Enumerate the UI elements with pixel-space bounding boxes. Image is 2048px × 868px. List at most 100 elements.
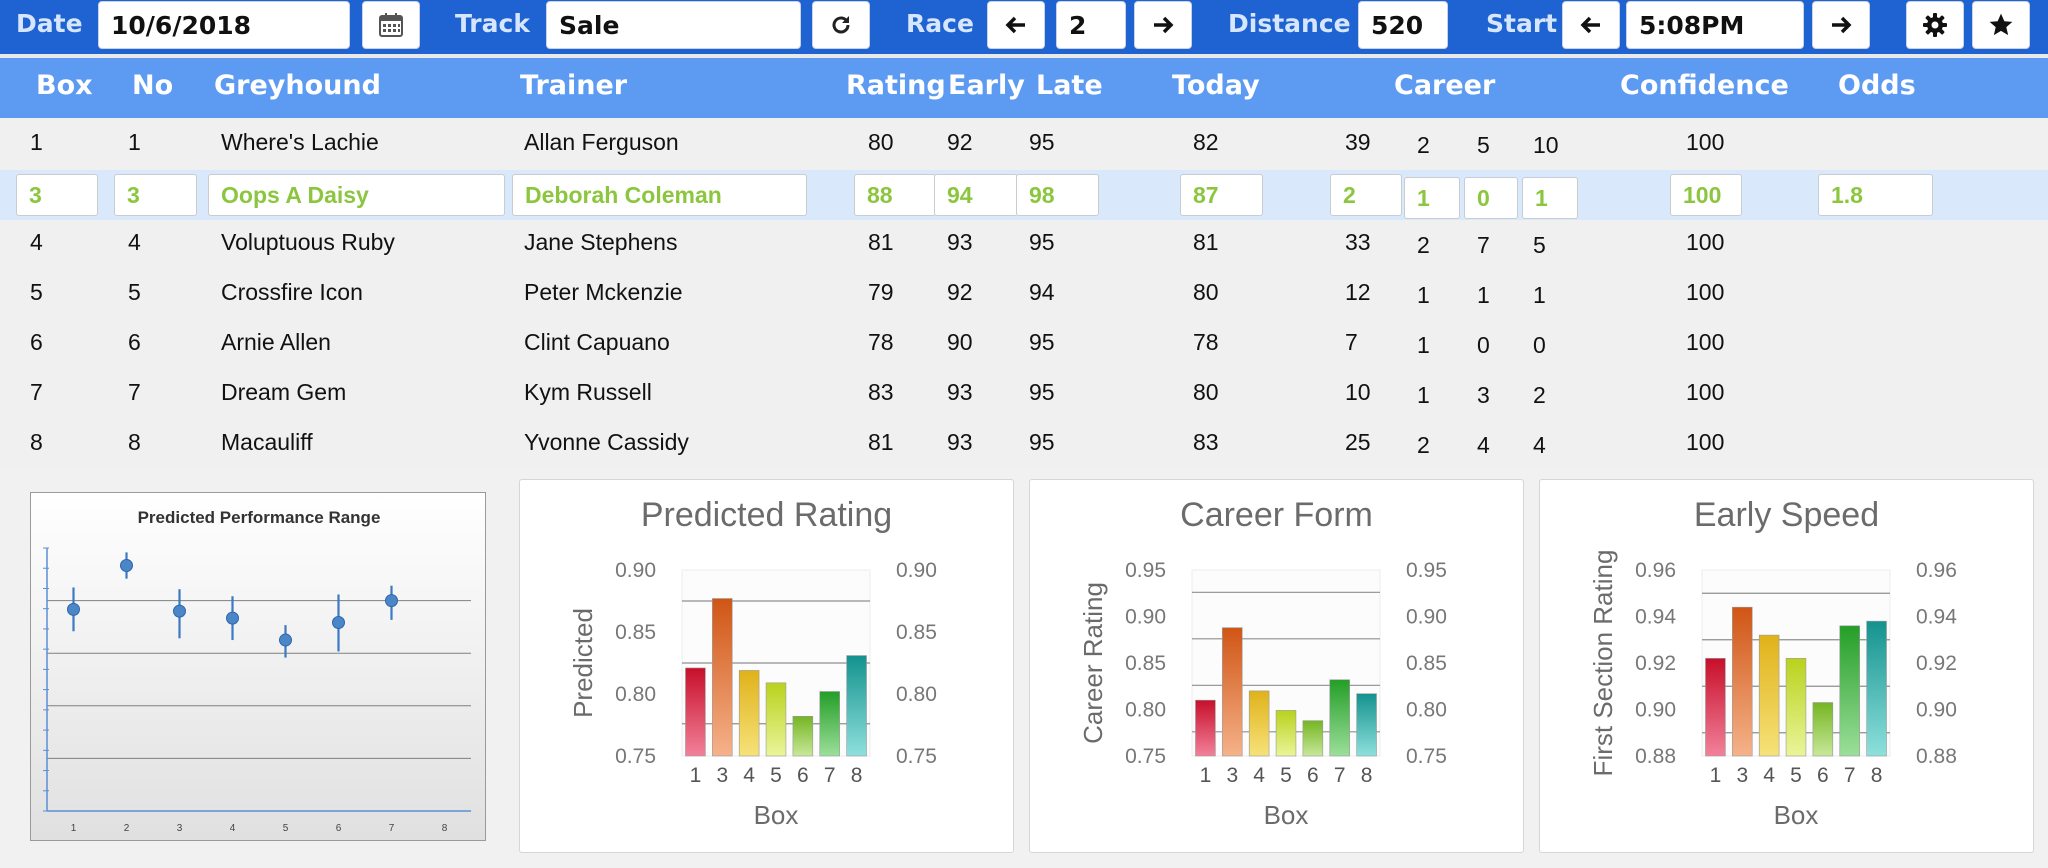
late-field[interactable]: 98 bbox=[1016, 174, 1099, 216]
career-starts-cell: 12 bbox=[1345, 279, 1371, 305]
box-cell: 1 bbox=[30, 129, 43, 155]
bar bbox=[1195, 699, 1216, 757]
refresh-button[interactable] bbox=[812, 1, 870, 49]
data-point bbox=[67, 602, 80, 616]
column-header-greyhound[interactable]: Greyhound bbox=[214, 70, 381, 101]
late-cell: 95 bbox=[1029, 429, 1055, 455]
column-header-no[interactable]: No bbox=[132, 70, 174, 101]
bar bbox=[1812, 702, 1834, 757]
date-label: Date bbox=[16, 9, 83, 38]
refresh-icon bbox=[832, 16, 850, 34]
late-cell: 95 bbox=[1029, 379, 1055, 405]
y-tick-label: 0.90 bbox=[1125, 606, 1166, 629]
table-row[interactable]: 8 8 Macauliff Yvonne Cassidy 81 93 95 83… bbox=[0, 420, 2048, 470]
y-tick-label: 0.90 bbox=[615, 559, 656, 582]
career-wins-cell: 1 bbox=[1417, 382, 1430, 408]
x-tick-label: 5 bbox=[770, 764, 782, 787]
table-row[interactable]: 4 4 Voluptuous Ruby Jane Stephens 81 93 … bbox=[0, 220, 2048, 270]
race-input[interactable]: 2 bbox=[1056, 1, 1126, 49]
date-input[interactable]: 10/6/2018 bbox=[98, 1, 350, 49]
column-header-box[interactable]: Box bbox=[36, 70, 93, 101]
today-field[interactable]: 87 bbox=[1180, 174, 1263, 216]
early-field[interactable]: 94 bbox=[934, 174, 1018, 216]
confidence-field[interactable]: 100 bbox=[1670, 174, 1742, 216]
column-header-late[interactable]: Late bbox=[1036, 70, 1103, 101]
career-seconds-cell: 7 bbox=[1477, 232, 1490, 258]
table-row[interactable]: 6 6 Arnie Allen Clint Capuano 78 90 95 7… bbox=[0, 320, 2048, 370]
x-tick-label: 3 bbox=[716, 764, 728, 787]
bar bbox=[1839, 625, 1860, 757]
x-tick-label: 2 bbox=[124, 823, 130, 834]
table-row[interactable]: 5 5 Crossfire Icon Peter Mckenzie 79 92 … bbox=[0, 270, 2048, 320]
trainer-cell: Kym Russell bbox=[524, 379, 652, 405]
career-form-panel: Career Form 1 3 4 5 6 7 8 0.75 0.75 0.80 0.80 0.85 0… bbox=[1029, 479, 1524, 853]
y-tick-label: 0.85 bbox=[615, 621, 656, 644]
race-next-button[interactable] bbox=[1134, 1, 1192, 49]
trainer-cell: Clint Capuano bbox=[524, 329, 670, 355]
distance-input[interactable]: 520 bbox=[1358, 1, 1448, 49]
column-header-today[interactable]: Today bbox=[1172, 70, 1260, 101]
table-row[interactable]: 1 1 Where's Lachie Allan Ferguson 80 92 … bbox=[0, 120, 2048, 170]
bar bbox=[765, 682, 787, 757]
x-tick-label: 8 bbox=[1871, 764, 1883, 787]
confidence-cell: 100 bbox=[1686, 279, 1725, 305]
chart-title: Early Speed bbox=[1693, 496, 1880, 534]
career-seconds-field[interactable]: 0 bbox=[1464, 177, 1518, 219]
early-cell: 92 bbox=[947, 279, 973, 305]
arrow-left-icon bbox=[1580, 16, 1600, 34]
early-cell: 93 bbox=[947, 429, 973, 455]
today-cell: 81 bbox=[1193, 229, 1219, 255]
x-tick-label: 3 bbox=[177, 823, 183, 834]
rating-field[interactable]: 88 bbox=[854, 174, 936, 216]
career-starts-field[interactable]: 2 bbox=[1330, 174, 1402, 216]
predicted-rating-panel: Predicted Rating 1 3 4 5 6 7 8 0.75 0.75 0.80 0.80… bbox=[519, 479, 1014, 853]
greyhound-cell: Where's Lachie bbox=[221, 129, 379, 155]
number-field[interactable]: 3 bbox=[114, 174, 197, 216]
start-time-input[interactable]: 5:08PM bbox=[1626, 1, 1804, 49]
table-row-selected[interactable]: 3 3 Oops A Daisy Deborah Coleman 88 94 9… bbox=[0, 170, 2048, 220]
rating-cell: 81 bbox=[868, 429, 894, 455]
column-header-career[interactable]: Career bbox=[1394, 70, 1496, 101]
race-prev-button[interactable] bbox=[987, 1, 1045, 49]
start-next-button[interactable] bbox=[1812, 1, 1870, 49]
track-input[interactable]: Sale bbox=[546, 1, 801, 49]
career-thirds-field[interactable]: 1 bbox=[1522, 177, 1578, 219]
number-cell: 5 bbox=[128, 279, 141, 305]
number-cell: 4 bbox=[128, 229, 141, 255]
y-tick-label: 0.92 bbox=[1635, 652, 1676, 675]
column-header-early[interactable]: Early bbox=[948, 70, 1025, 101]
column-header-trainer[interactable]: Trainer bbox=[520, 70, 628, 101]
career-seconds-cell: 4 bbox=[1477, 432, 1490, 458]
confidence-cell: 100 bbox=[1686, 329, 1725, 355]
table-row[interactable]: 7 7 Dream Gem Kym Russell 83 93 95 80 10… bbox=[0, 370, 2048, 420]
y2-tick-label: 0.94 bbox=[1916, 606, 1957, 629]
x-tick-label: 1 bbox=[1200, 764, 1212, 787]
career-thirds-cell: 5 bbox=[1533, 232, 1546, 258]
calendar-button[interactable] bbox=[362, 1, 420, 49]
settings-button[interactable] bbox=[1906, 1, 1964, 49]
trainer-field[interactable]: Deborah Coleman bbox=[512, 174, 807, 216]
bar bbox=[1275, 710, 1297, 757]
x-tick-label: 6 bbox=[336, 823, 342, 834]
performance-range-plot: Predicted Performance Range 1 2 3 4 5 6 7 8 bbox=[43, 508, 471, 834]
column-header-confidence[interactable]: Confidence bbox=[1620, 70, 1789, 101]
early-cell: 90 bbox=[947, 329, 973, 355]
start-prev-button[interactable] bbox=[1562, 1, 1620, 49]
start-label: Start bbox=[1486, 9, 1558, 38]
x-tick-label: 8 bbox=[1361, 764, 1373, 787]
bar bbox=[1732, 606, 1753, 757]
career-thirds-cell: 4 bbox=[1533, 432, 1546, 458]
favorite-button[interactable] bbox=[1972, 1, 2030, 49]
greyhound-field[interactable]: Oops A Daisy bbox=[208, 174, 505, 216]
bar bbox=[792, 716, 814, 757]
bar bbox=[1758, 634, 1780, 757]
box-field[interactable]: 3 bbox=[16, 174, 98, 216]
rating-cell: 79 bbox=[868, 279, 894, 305]
y2-tick-label: 0.75 bbox=[1406, 745, 1447, 768]
column-header-odds[interactable]: Odds bbox=[1838, 70, 1916, 101]
column-header-rating[interactable]: Rating bbox=[846, 70, 946, 101]
career-wins-field[interactable]: 1 bbox=[1404, 177, 1460, 219]
x-axis-label: Box bbox=[754, 800, 799, 830]
odds-field[interactable]: 1.8 bbox=[1818, 174, 1933, 216]
y2-tick-label: 0.85 bbox=[1406, 652, 1447, 675]
